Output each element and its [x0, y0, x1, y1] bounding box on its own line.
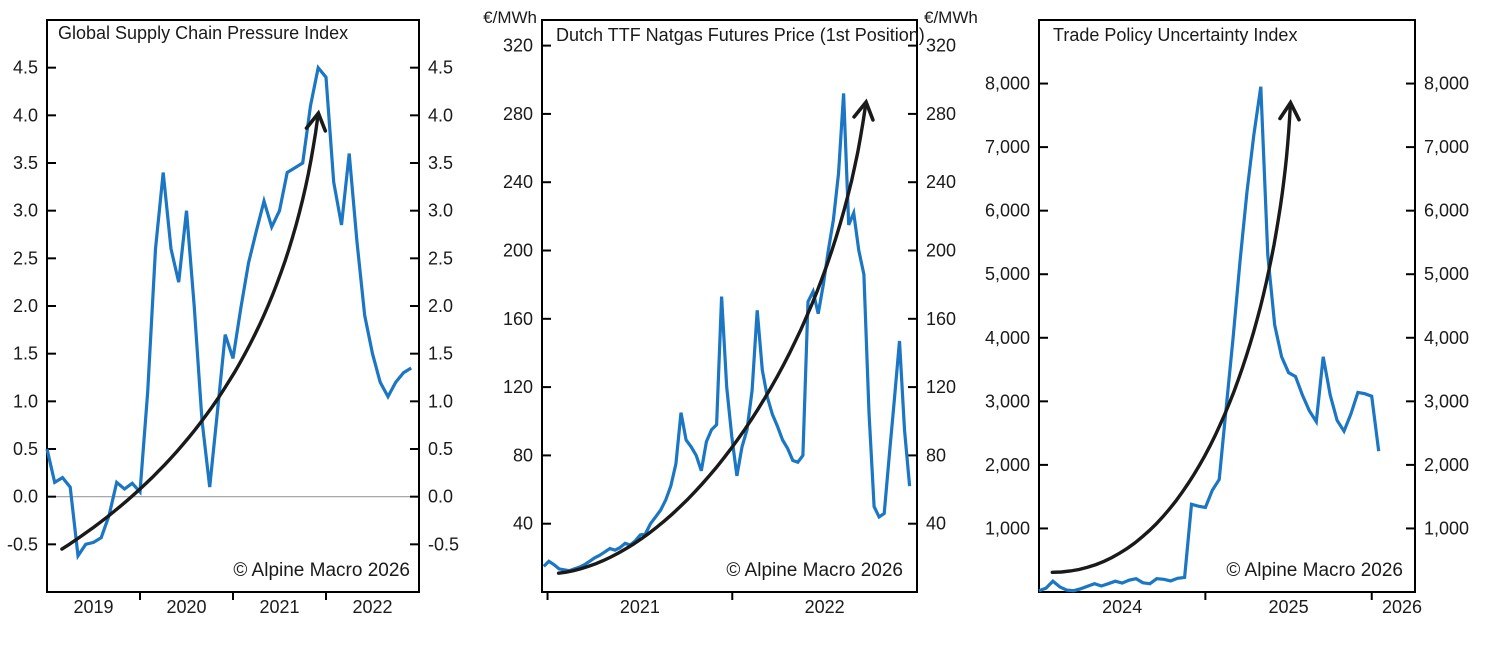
chart3-copyright: © Alpine Macro 2026 [1226, 560, 1403, 581]
y-axis-tick-label-left: 2.5 [13, 248, 38, 268]
trend-arrow-curve [60, 116, 320, 551]
y-axis-tick-label-right: 2,000 [1424, 455, 1469, 475]
y-axis-tick-label-right: 80 [926, 445, 946, 465]
chart-2: 40 40 80 80 120 120 160 160 200 200 240 240 280 280 32… [503, 19, 956, 617]
y-axis-tick-label-right: 8,000 [1424, 74, 1469, 94]
y-axis-tick-label-right: 120 [926, 377, 956, 397]
y-axis-tick-label-right: 200 [926, 241, 956, 261]
y-axis-tick-label-left: 80 [513, 445, 533, 465]
y-axis-tick-label-right: 6,000 [1424, 201, 1469, 221]
y-axis-tick-label-left: 1.5 [13, 344, 38, 364]
y-axis-tick-label-right: 4,000 [1424, 328, 1469, 348]
y-axis-tick-label-right: 3,000 [1424, 391, 1469, 411]
y-axis-tick-label-right: 3.0 [428, 201, 453, 221]
chart2-title: Dutch TTF Natgas Futures Price (1st Posi… [556, 25, 925, 45]
y-axis-tick-label-left: 6,000 [985, 201, 1030, 221]
chart2-copyright: © Alpine Macro 2026 [726, 560, 903, 581]
y-axis-tick-label-left: 320 [503, 36, 533, 56]
x-axis-tick-label: 2022 [352, 597, 392, 617]
data-line [45, 64, 413, 561]
y-axis-tick-label-right: 240 [926, 172, 956, 192]
y-axis-tick-label-right: 3.5 [428, 153, 453, 173]
y-axis-tick-label-left: 4.5 [13, 58, 38, 78]
y-axis-tick-label-right: 320 [926, 36, 956, 56]
x-axis-tick-label: 2021 [259, 597, 299, 617]
y-axis-tick-label-right: 7,000 [1424, 137, 1469, 157]
x-axis-tick-label: 2024 [1102, 597, 1142, 617]
y-axis-tick-label-right: 5,000 [1424, 264, 1469, 284]
chart1-copyright: © Alpine Macro 2026 [233, 560, 410, 581]
chart-3: 1,000 1,000 2,000 2,000 3,000 3,000 4,000 4,000… [985, 19, 1469, 617]
y-axis-tick-label-left: 1,000 [985, 518, 1030, 538]
y-axis-tick-label-left: 4.0 [13, 105, 38, 125]
x-axis-tick-label: 2021 [620, 597, 660, 617]
trend-arrow-curve [1050, 106, 1292, 574]
y-axis-tick-label-left: 240 [503, 172, 533, 192]
plot-border [541, 19, 918, 593]
y-axis-tick-label-right: 4.0 [428, 105, 453, 125]
y-axis-tick-label-left: 200 [503, 241, 533, 261]
y-axis-tick-label-right: -0.5 [428, 534, 459, 554]
y-axis-tick-label-right: 0.0 [428, 487, 453, 507]
y-axis-tick-label-right: 40 [926, 514, 946, 534]
trend-arrowhead [1278, 99, 1301, 122]
plot-border [1038, 19, 1416, 593]
data-line [542, 93, 912, 573]
y-axis-tick-label-left: 2.0 [13, 296, 38, 316]
x-axis-tick-label: 2025 [1269, 597, 1309, 617]
y-axis-tick-label-right: 2.0 [428, 296, 453, 316]
y-axis-tick-label-left: 120 [503, 377, 533, 397]
data-line [1038, 86, 1381, 593]
y-axis-tick-label-right: 2.5 [428, 248, 453, 268]
x-axis-tick-label: 2020 [166, 597, 206, 617]
trend-arrowhead [852, 98, 875, 122]
y-axis-tick-label-left: -0.5 [7, 534, 38, 554]
x-axis-tick-label: 2019 [73, 597, 113, 617]
y-axis-tick-label-right: 280 [926, 104, 956, 124]
y-axis-tick-label-left: 2,000 [985, 455, 1030, 475]
y-axis-tick-label-left: 7,000 [985, 137, 1030, 157]
chart-1: -0.5 -0.5 0.0 0.0 0.5 0.5 1.0 1.0 1.5 1.5 2.0 2.0 2.… [7, 19, 459, 617]
y-axis-tick-label-left: 3.5 [13, 153, 38, 173]
y-axis-tick-label-left: 1.0 [13, 391, 38, 411]
chart2-unit-label-right: €/MWh [924, 8, 978, 27]
y-axis-tick-label-right: 1,000 [1424, 518, 1469, 538]
y-axis-tick-label-right: 1.0 [428, 391, 453, 411]
y-axis-tick-label-left: 3,000 [985, 391, 1030, 411]
y-axis-tick-label-right: 1.5 [428, 344, 453, 364]
trend-arrowhead [304, 109, 328, 133]
y-axis-tick-label-left: 160 [503, 309, 533, 329]
y-axis-tick-label-left: 5,000 [985, 264, 1030, 284]
y-axis-tick-label-left: 40 [513, 514, 533, 534]
y-axis-tick-label-left: 0.5 [13, 439, 38, 459]
y-axis-tick-label-left: 4,000 [985, 328, 1030, 348]
y-axis-tick-label-left: 0.0 [13, 487, 38, 507]
y-axis-tick-label-right: 4.5 [428, 58, 453, 78]
x-axis-tick-label: 2022 [805, 597, 845, 617]
y-axis-tick-label-left: 280 [503, 104, 533, 124]
y-axis-tick-label-right: 160 [926, 309, 956, 329]
trend-arrow-curve [556, 105, 867, 575]
y-axis-tick-label-left: 3.0 [13, 201, 38, 221]
chart1-title: Global Supply Chain Pressure Index [58, 23, 349, 43]
x-axis-tick-label: 2026 [1382, 597, 1422, 617]
chart2-unit-label-left: €/MWh [483, 8, 537, 27]
y-axis-tick-label-right: 0.5 [428, 439, 453, 459]
chart3-title: Trade Policy Uncertainty Index [1053, 25, 1298, 45]
y-axis-tick-label-left: 8,000 [985, 74, 1030, 94]
